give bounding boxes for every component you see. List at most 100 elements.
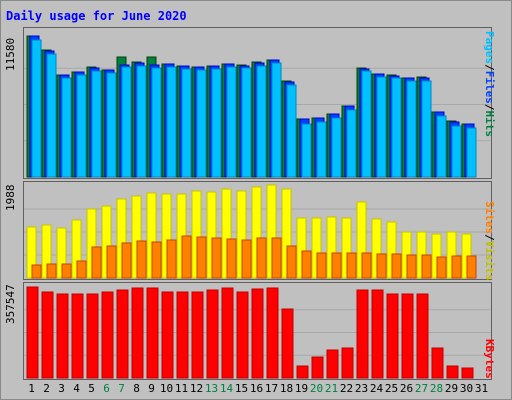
x-tick-day-14: 14 xyxy=(219,382,234,395)
x-tick-day-21: 21 xyxy=(324,382,339,395)
x-tick-day-12: 12 xyxy=(189,382,204,395)
kbytes-bar-kbytes-day-14 xyxy=(221,287,234,379)
visits-bar-sites-day-22 xyxy=(346,252,357,279)
hits-bar-pages-day-22 xyxy=(346,109,357,178)
visits-bar-sites-day-12 xyxy=(196,236,207,279)
x-tick-day-30: 30 xyxy=(459,382,474,395)
hits-bar-pages-day-16 xyxy=(256,65,267,178)
kbytes-bar-kbytes-day-11 xyxy=(176,291,189,379)
visits-bar-sites-day-10 xyxy=(166,239,177,279)
kbytes-panel xyxy=(23,282,492,380)
hits-bar-pages-day-17 xyxy=(271,62,282,178)
kbytes-bar-kbytes-day-3 xyxy=(56,293,69,379)
hits-bar-pages-day-4 xyxy=(76,74,87,178)
hits-bar-pages-day-14 xyxy=(226,66,237,178)
x-tick-day-28: 28 xyxy=(429,382,444,395)
hits-bar-pages-day-10 xyxy=(166,66,177,178)
visits-bar-sites-day-18 xyxy=(286,245,297,279)
hits-bar-pages-day-3 xyxy=(61,77,72,178)
visits-bar-sites-day-4 xyxy=(76,260,87,279)
chart-title: Daily usage for June 2020 xyxy=(6,9,187,23)
x-tick-day-1: 1 xyxy=(28,382,35,395)
visits-bar-sites-day-9 xyxy=(151,241,162,279)
kbytes-bar-kbytes-day-22 xyxy=(341,347,354,379)
visits-bar-sites-day-17 xyxy=(271,237,282,279)
hits-bar-pages-day-8 xyxy=(136,65,147,178)
x-tick-day-25: 25 xyxy=(384,382,399,395)
kbytes-bar-kbytes-day-6 xyxy=(101,291,114,379)
kbytes-bar-kbytes-day-20 xyxy=(311,356,324,379)
visits-panel xyxy=(23,181,492,280)
kbytes-bar-kbytes-day-28 xyxy=(431,347,444,379)
visits-bar-sites-day-8 xyxy=(136,240,147,279)
hits-bar-pages-day-23 xyxy=(361,70,372,178)
hits-bar-pages-day-12 xyxy=(196,69,207,178)
hits-bar-pages-day-24 xyxy=(376,76,387,178)
visits-bar-sites-day-29 xyxy=(451,255,462,279)
visits-bar-sites-day-27 xyxy=(421,254,432,279)
visits-bar-sites-day-2 xyxy=(46,263,57,279)
kbytes-bar-kbytes-day-21 xyxy=(326,349,339,379)
x-tick-day-22: 22 xyxy=(339,382,354,395)
visits-bar-sites-day-30 xyxy=(466,255,477,279)
kbytes-bar-kbytes-day-2 xyxy=(41,291,54,379)
x-tick-day-3: 3 xyxy=(58,382,65,395)
x-tick-day-31: 31 xyxy=(474,382,489,395)
x-tick-day-24: 24 xyxy=(369,382,384,395)
x-tick-day-17: 17 xyxy=(264,382,279,395)
kbytes-bar-kbytes-day-17 xyxy=(266,287,279,379)
kbytes-bar-kbytes-day-23 xyxy=(356,289,369,379)
x-tick-day-20: 20 xyxy=(309,382,324,395)
visits-bar-sites-day-6 xyxy=(106,245,117,279)
kbytes-bar-kbytes-day-7 xyxy=(116,289,129,379)
kbytes-bar-kbytes-day-29 xyxy=(446,365,459,379)
hits-bar-pages-day-19 xyxy=(301,123,312,178)
x-tick-day-16: 16 xyxy=(249,382,264,395)
kbytes-bar-kbytes-day-9 xyxy=(146,287,159,379)
x-tick-day-27: 27 xyxy=(414,382,429,395)
hits-bar-pages-day-20 xyxy=(316,121,327,178)
hits-bar-pages-day-13 xyxy=(211,68,222,178)
x-tick-day-19: 19 xyxy=(294,382,309,395)
visits-bar-sites-day-13 xyxy=(211,237,222,279)
x-tick-day-10: 10 xyxy=(159,382,174,395)
hits-panel xyxy=(23,27,492,179)
hits-y-max-label: 11580 xyxy=(4,37,17,71)
visits-bar-sites-day-26 xyxy=(406,254,417,279)
visits-bar-sites-day-19 xyxy=(301,250,312,279)
x-tick-day-8: 8 xyxy=(133,382,140,395)
visits-bar-sites-day-15 xyxy=(241,239,252,279)
visits-bar-sites-day-11 xyxy=(181,235,192,279)
x-tick-day-4: 4 xyxy=(73,382,80,395)
visits-bar-sites-day-1 xyxy=(31,264,42,279)
visits-bar-sites-day-3 xyxy=(61,263,72,279)
kbytes-legend: KBytes xyxy=(483,339,496,379)
visits-bar-sites-day-24 xyxy=(376,253,387,279)
visits-legend: Sites/Visits xyxy=(483,201,496,281)
x-tick-day-13: 13 xyxy=(204,382,219,395)
hits-bar-pages-day-28 xyxy=(436,115,447,178)
kbytes-y-max-label: 357547 xyxy=(4,284,17,324)
hits-bar-pages-day-5 xyxy=(91,70,102,178)
hits-bar-pages-day-2 xyxy=(46,53,57,178)
hits-legend: Pages/Files/Hits xyxy=(483,31,496,137)
x-tick-day-11: 11 xyxy=(174,382,189,395)
hits-bar-pages-day-9 xyxy=(151,67,162,178)
legend-pages: Pages xyxy=(483,31,496,65)
kbytes-bar-kbytes-day-8 xyxy=(131,287,144,379)
legend-files: Files xyxy=(483,70,496,104)
kbytes-bar-kbytes-day-24 xyxy=(371,289,384,379)
hits-bar-pages-day-15 xyxy=(241,67,252,178)
x-tick-day-2: 2 xyxy=(43,382,50,395)
hits-bar-pages-day-30 xyxy=(466,127,477,178)
kbytes-bar-kbytes-day-30 xyxy=(461,367,474,379)
x-tick-day-9: 9 xyxy=(148,382,155,395)
visits-bar-sites-day-20 xyxy=(316,252,327,279)
kbytes-bar-kbytes-day-18 xyxy=(281,308,294,379)
visits-plot xyxy=(24,184,491,279)
hits-bar-pages-day-21 xyxy=(331,117,342,178)
hits-bar-pages-day-27 xyxy=(421,80,432,178)
kbytes-bar-kbytes-day-27 xyxy=(416,293,429,379)
legend-visits: Visits xyxy=(483,240,496,281)
hits-bar-pages-day-18 xyxy=(286,84,297,178)
